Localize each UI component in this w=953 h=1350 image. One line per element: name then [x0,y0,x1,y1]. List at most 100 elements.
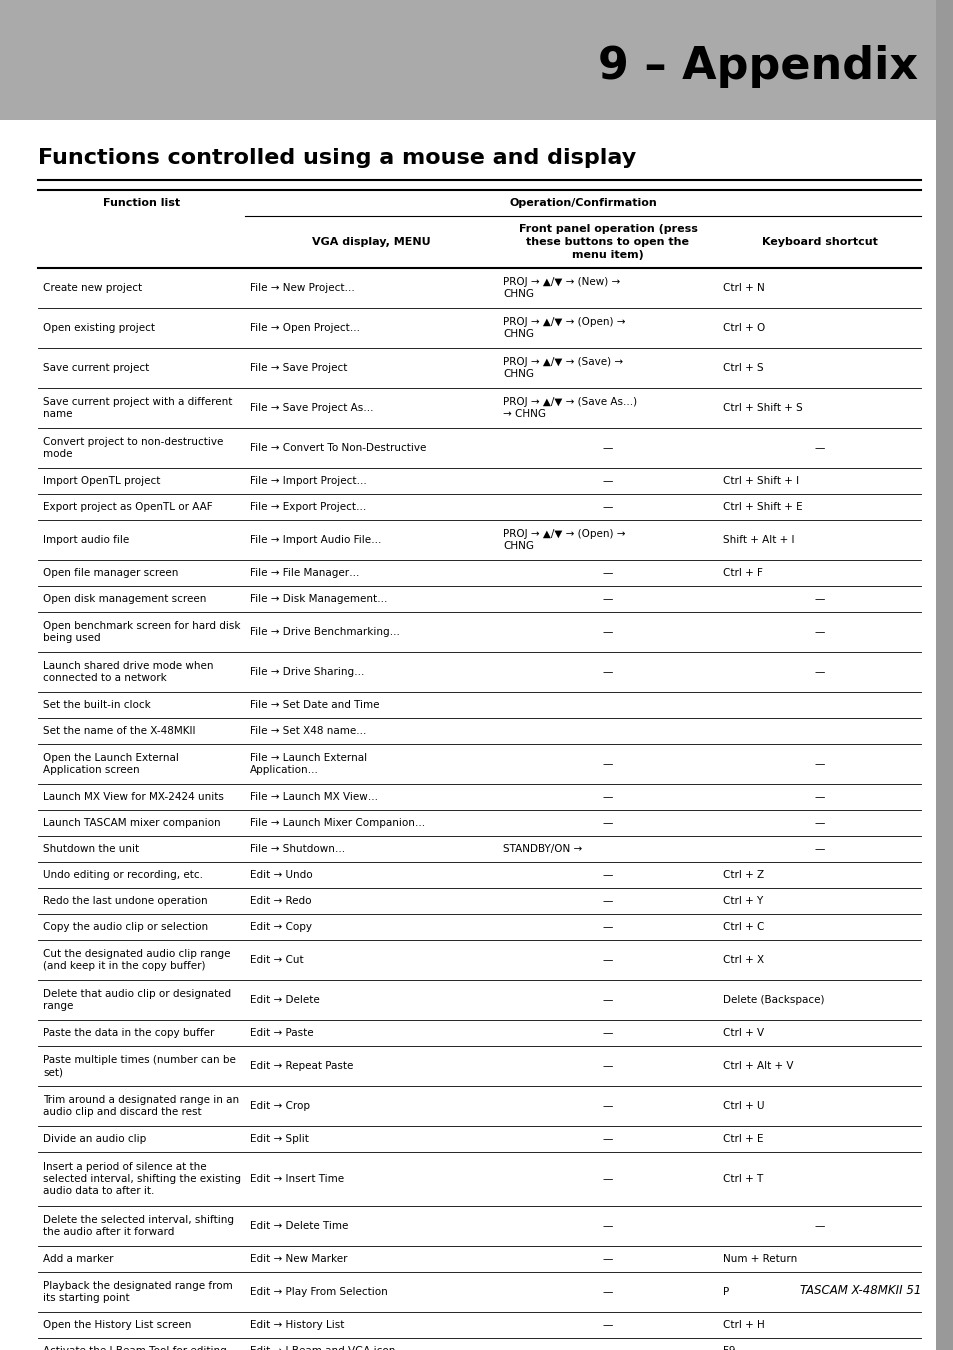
Text: Set the name of the X-48MKII: Set the name of the X-48MKII [43,726,195,736]
Text: Open file manager screen: Open file manager screen [43,568,178,578]
Text: PROJ → ▲/▼ → (New) →
CHNG: PROJ → ▲/▼ → (New) → CHNG [502,277,619,300]
Text: Undo editing or recording, etc.: Undo editing or recording, etc. [43,869,203,880]
Text: Cut the designated audio clip range
(and keep it in the copy buffer): Cut the designated audio clip range (and… [43,949,231,971]
Text: —: — [602,1134,613,1143]
Text: —: — [602,1061,613,1071]
Text: P: P [722,1287,728,1297]
Text: File → Launch MX View…: File → Launch MX View… [250,792,377,802]
Text: —: — [602,792,613,802]
Text: Export project as OpenTL or AAF: Export project as OpenTL or AAF [43,502,213,512]
Text: Open benchmark screen for hard disk
being used: Open benchmark screen for hard disk bein… [43,621,240,643]
Text: Edit → Cut: Edit → Cut [250,954,303,965]
Text: Save current project with a different
name: Save current project with a different na… [43,397,233,420]
Text: PROJ → ▲/▼ → (Save) →
CHNG: PROJ → ▲/▼ → (Save) → CHNG [502,356,622,379]
Text: —: — [602,896,613,906]
Text: File → Import Project…: File → Import Project… [250,477,367,486]
Text: PROJ → ▲/▼ → (Save As...)
→ CHNG: PROJ → ▲/▼ → (Save As...) → CHNG [502,397,637,420]
Text: File → Set X48 name...: File → Set X48 name... [250,726,366,736]
Text: —: — [602,594,613,603]
Text: File → Disk Management…: File → Disk Management… [250,594,387,603]
Text: —: — [602,1027,613,1038]
Text: File → Convert To Non-Destructive: File → Convert To Non-Destructive [250,443,426,454]
Text: Ctrl + E: Ctrl + E [722,1134,762,1143]
Text: Edit → Redo: Edit → Redo [250,896,312,906]
Text: Open the History List screen: Open the History List screen [43,1320,192,1330]
Text: Delete (Backspace): Delete (Backspace) [722,995,823,1004]
Text: —: — [814,667,823,676]
Text: Edit → Copy: Edit → Copy [250,922,312,931]
Text: Paste multiple times (number can be
set): Paste multiple times (number can be set) [43,1054,235,1077]
Text: Edit → Delete Time: Edit → Delete Time [250,1220,348,1231]
Text: Activate the I-Beam Tool for editing: Activate the I-Beam Tool for editing [43,1346,227,1350]
Text: Delete that audio clip or designated
range: Delete that audio clip or designated ran… [43,988,231,1011]
Text: Num + Return: Num + Return [722,1254,797,1264]
Text: —: — [814,792,823,802]
Text: —: — [602,667,613,676]
Text: Shutdown the unit: Shutdown the unit [43,844,139,855]
Text: File → Shutdown…: File → Shutdown… [250,844,345,855]
Text: Redo the last undone operation: Redo the last undone operation [43,896,208,906]
Text: —: — [814,626,823,637]
Text: —: — [602,954,613,965]
Text: —: — [814,844,823,855]
Text: Ctrl + Z: Ctrl + Z [722,869,763,880]
Text: Divide an audio clip: Divide an audio clip [43,1134,146,1143]
Text: Import audio file: Import audio file [43,535,129,545]
Text: File → Open Project…: File → Open Project… [250,323,359,333]
Text: File → Import Audio File…: File → Import Audio File… [250,535,381,545]
Text: Edit → I-Beam and VGA icon: Edit → I-Beam and VGA icon [250,1346,395,1350]
Text: Edit → Play From Selection: Edit → Play From Selection [250,1287,387,1297]
Text: Edit → Undo: Edit → Undo [250,869,313,880]
Text: —: — [814,443,823,454]
Text: —: — [602,869,613,880]
Text: File → New Project…: File → New Project… [250,284,355,293]
Text: —: — [602,818,613,828]
Text: File → Launch External
Application…: File → Launch External Application… [250,753,367,775]
Text: Launch MX View for MX-2424 units: Launch MX View for MX-2424 units [43,792,224,802]
Text: PROJ → ▲/▼ → (Open) →
CHNG: PROJ → ▲/▼ → (Open) → CHNG [502,529,625,551]
Text: Import OpenTL project: Import OpenTL project [43,477,160,486]
Text: —: — [602,1287,613,1297]
Text: —: — [602,759,613,769]
Text: STANDBY/ON →: STANDBY/ON → [502,844,581,855]
Text: Ctrl + Y: Ctrl + Y [722,896,762,906]
Text: Edit → Paste: Edit → Paste [250,1027,314,1038]
Text: Shift + Alt + I: Shift + Alt + I [722,535,794,545]
Text: File → Launch Mixer Companion…: File → Launch Mixer Companion… [250,818,425,828]
Text: Function list: Function list [103,198,180,208]
Text: Edit → Delete: Edit → Delete [250,995,319,1004]
Text: Ctrl + X: Ctrl + X [722,954,763,965]
Text: Edit → Insert Time: Edit → Insert Time [250,1174,344,1184]
Bar [0,0,935,120]
Text: —: — [602,443,613,454]
Text: —: — [602,1102,613,1111]
Text: Ctrl + S: Ctrl + S [722,363,762,373]
Text: —: — [602,922,613,931]
Text: Edit → History List: Edit → History List [250,1320,344,1330]
Text: —: — [602,1320,613,1330]
Text: —: — [814,759,823,769]
Text: File → Export Project…: File → Export Project… [250,502,366,512]
Text: 9 – Appendix: 9 – Appendix [598,45,917,88]
Text: PROJ → ▲/▼ → (Open) →
CHNG: PROJ → ▲/▼ → (Open) → CHNG [502,317,625,339]
Text: Edit → Crop: Edit → Crop [250,1102,310,1111]
Text: Ctrl + Shift + E: Ctrl + Shift + E [722,502,801,512]
Text: Ctrl + U: Ctrl + U [722,1102,763,1111]
Text: Ctrl + V: Ctrl + V [722,1027,763,1038]
Text: Insert a period of silence at the
selected interval, shifting the existing
audio: Insert a period of silence at the select… [43,1161,241,1196]
Text: File → Drive Sharing…: File → Drive Sharing… [250,667,364,676]
Text: Ctrl + F: Ctrl + F [722,568,762,578]
Text: —: — [814,594,823,603]
Text: File → Save Project As…: File → Save Project As… [250,404,374,413]
Text: Launch TASCAM mixer companion: Launch TASCAM mixer companion [43,818,220,828]
Text: Save current project: Save current project [43,363,149,373]
Text: Set the built-in clock: Set the built-in clock [43,701,151,710]
Text: —: — [602,626,613,637]
Text: Playback the designated range from
its starting point: Playback the designated range from its s… [43,1281,233,1303]
Text: Front panel operation (press
these buttons to open the
menu item): Front panel operation (press these butto… [518,224,697,259]
Text: —: — [602,1174,613,1184]
Text: Convert project to non-destructive
mode: Convert project to non-destructive mode [43,437,223,459]
Text: Edit → Split: Edit → Split [250,1134,309,1143]
Text: VGA display, MENU: VGA display, MENU [312,238,431,247]
Text: File → Set Date and Time: File → Set Date and Time [250,701,379,710]
